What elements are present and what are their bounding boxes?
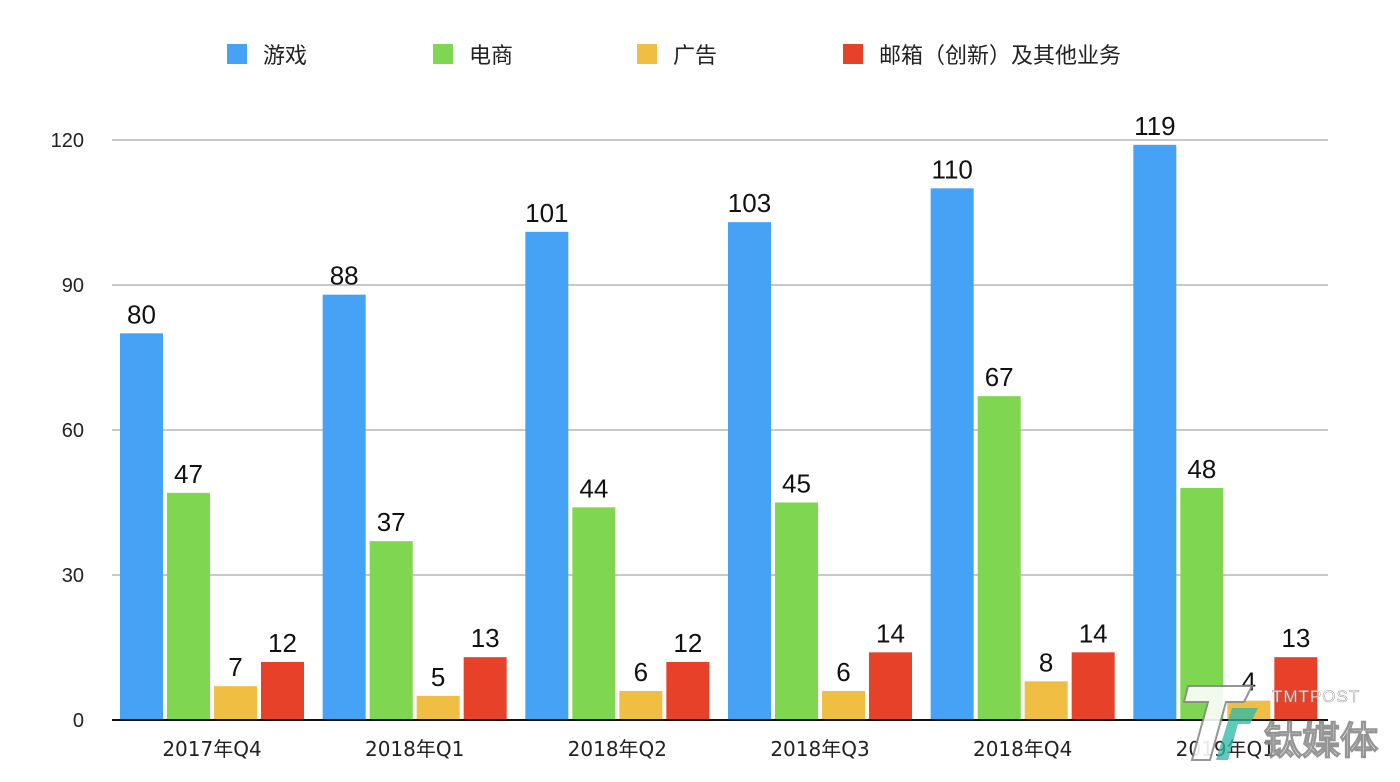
y-tick-label: 30 [62,565,84,587]
bar [619,691,663,720]
data-label: 110 [931,154,972,184]
legend-swatch-games [227,44,247,64]
legend-swatch-ads [637,44,657,64]
bar [1274,657,1318,720]
data-label: 80 [127,299,156,329]
bar [822,691,865,720]
data-label: 45 [782,469,811,499]
bar [1071,652,1115,720]
y-tick-label: 60 [62,420,84,442]
bar [977,396,1021,720]
bar [167,492,210,720]
data-label: 67 [985,362,1014,392]
data-label: 6 [836,657,850,687]
bar [261,662,304,720]
data-label: 48 [1187,454,1216,484]
watermark-latin-text: TMTPOST [1272,687,1360,706]
x-tick-label: 2018年Q1 [365,737,464,761]
legend-swatch-ecommerce [433,44,453,64]
legend-label-mail-other: 邮箱（创新）及其他业务 [879,44,1122,69]
data-label: 101 [525,198,568,228]
data-label: 13 [1281,623,1310,653]
y-tick-label: 0 [73,710,84,732]
bar [666,662,710,720]
bar [214,686,257,720]
legend-label-ecommerce: 电商 [469,44,514,69]
legend-label-ads: 广告 [673,44,718,69]
data-label: 12 [673,628,702,658]
chart-legend: 游戏 电商 广告 邮箱（创新）及其他业务 [0,38,1400,70]
bar [463,657,507,720]
data-label: 12 [268,628,297,658]
bar [525,231,569,721]
bar [369,541,413,720]
bar [572,507,616,720]
watermark-cjk-text: 钛媒体 [1264,719,1378,763]
legend-swatch-mail-other [843,44,863,64]
data-label: 119 [1134,111,1175,141]
bar [1133,144,1177,721]
data-label: 37 [377,507,406,537]
bar [775,502,818,720]
tmtpost-logo-icon [1182,685,1258,761]
legend-label-games: 游戏 [263,44,308,69]
y-tick-label: 90 [62,275,84,297]
bar [322,294,366,720]
bar [869,652,912,720]
x-tick-label: 2018年Q4 [973,737,1072,761]
x-tick-label: 2018年Q3 [770,737,869,761]
data-label: 47 [174,459,203,489]
data-label: 5 [431,662,445,692]
data-label: 14 [876,618,905,648]
legend-item-mail-other: 邮箱（创新）及其他业务 [843,38,1121,70]
bar [120,333,163,720]
x-tick-label: 2018年Q2 [568,737,667,761]
data-label: 14 [1079,618,1108,648]
bar [930,188,974,721]
data-label: 7 [228,652,242,682]
legend-item-games: 游戏 [227,38,307,70]
data-label: 6 [634,657,648,687]
bar [1024,681,1068,720]
x-tick-label: 2017年Q4 [162,737,261,761]
bar [728,222,771,720]
bar [1180,488,1224,720]
bar [416,695,460,720]
data-label: 13 [471,623,500,653]
data-label: 88 [330,261,359,291]
data-label: 103 [728,188,771,218]
tmtpost-watermark: TMTPOST 钛媒体 [1182,685,1379,764]
y-tick-label: 120 [51,130,84,152]
legend-item-ads: 广告 [637,38,717,70]
data-label: 8 [1039,647,1053,677]
legend-item-ecommerce: 电商 [433,38,513,70]
data-label: 44 [579,473,608,503]
